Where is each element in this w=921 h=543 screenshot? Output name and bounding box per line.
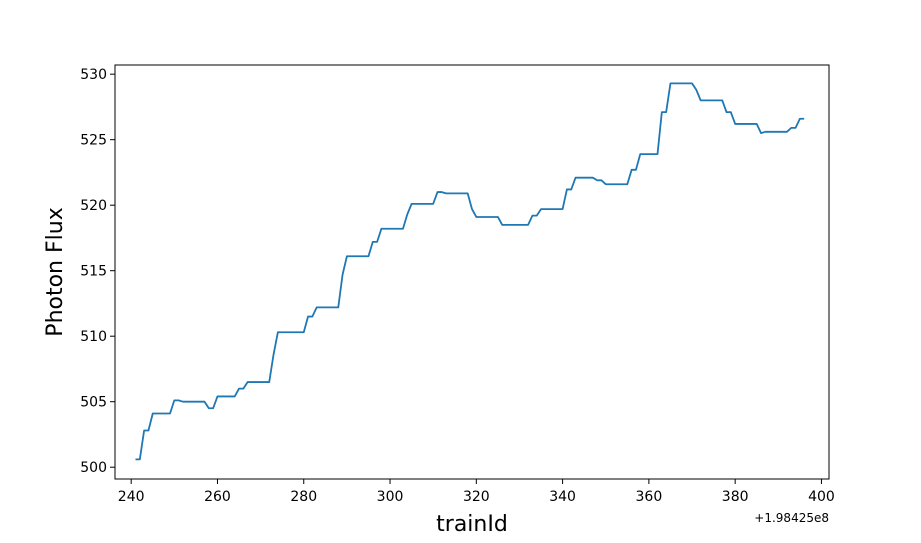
x-tick-label: 320 [463, 489, 490, 505]
x-tick-label: 260 [204, 489, 231, 505]
x-tick-label: 300 [377, 489, 404, 505]
x-axis: 240 260 280 300 320 340 360 380 400 [118, 479, 835, 505]
y-tick-label: 505 [80, 395, 107, 411]
y-axis: 500 505 510 515 520 525 530 [80, 67, 115, 476]
x-tick-label: 240 [118, 489, 145, 505]
series-line [135, 82, 805, 461]
x-axis-title: trainId [436, 512, 508, 537]
y-tick-label: 515 [80, 264, 107, 280]
x-tick-label: 380 [722, 489, 749, 505]
y-tick-label: 520 [80, 198, 107, 214]
plot-area [114, 64, 830, 480]
x-tick-label: 280 [290, 489, 317, 505]
x-tick-label: 400 [808, 489, 835, 505]
y-tick-label: 500 [80, 460, 107, 476]
x-axis-offset-label: +1.98425e8 [754, 511, 829, 525]
y-tick-label: 510 [80, 329, 107, 345]
x-tick-label: 360 [636, 489, 663, 505]
x-tick-label: 340 [549, 489, 576, 505]
y-tick-label: 525 [80, 133, 107, 149]
y-tick-label: 530 [80, 67, 107, 83]
y-axis-title: Photon Flux [43, 207, 68, 336]
